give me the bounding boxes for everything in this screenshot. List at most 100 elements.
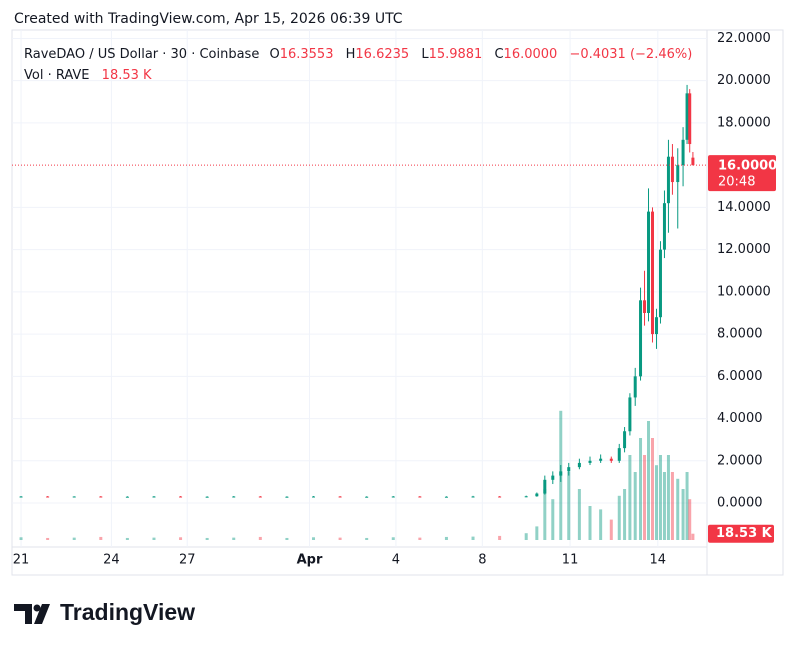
volume-bar	[19, 537, 23, 540]
y-tick-label: 12.0000	[717, 242, 771, 257]
volume-bar	[628, 455, 632, 540]
y-tick-label: 4.0000	[717, 411, 763, 426]
candle-body	[232, 496, 236, 498]
volume-value: 18.53 K	[102, 68, 152, 83]
x-tick-label: 8	[478, 553, 486, 568]
candle-body	[670, 156, 674, 183]
candle-body	[559, 471, 563, 476]
logo-icon	[14, 604, 50, 624]
volume-bar	[543, 489, 547, 540]
volume-bar	[179, 537, 183, 540]
y-tick-label: 8.0000	[717, 327, 763, 342]
candle-body	[639, 300, 643, 377]
candle-body	[285, 496, 289, 498]
volume-bar	[633, 472, 637, 540]
candle-body	[609, 458, 613, 461]
price-badge	[708, 155, 776, 192]
volume-bar	[650, 438, 654, 540]
candle-body	[650, 211, 654, 335]
candle-body	[588, 460, 592, 463]
volume-bar	[676, 478, 680, 540]
candle-body	[685, 93, 689, 140]
y-tick-label: 6.0000	[717, 369, 763, 384]
price-badge-label: 16.0000	[718, 159, 777, 174]
volume-bar	[498, 535, 502, 540]
candle-body	[577, 462, 581, 468]
candle-body	[205, 496, 209, 498]
candle-layer	[19, 84, 695, 498]
candle-body	[628, 397, 632, 432]
volume-bar	[152, 537, 156, 540]
volume-bar	[205, 537, 209, 540]
volume-bar	[654, 465, 658, 540]
candle-body	[662, 203, 666, 250]
logo-dot	[33, 604, 41, 612]
x-tick-label: 27	[179, 553, 196, 568]
legend-row: RaveDAO / US Dollar · 30 · Coinbase O16.…	[24, 47, 692, 62]
x-tick-label: 11	[562, 553, 579, 568]
volume-bar	[391, 537, 395, 540]
volume-bar	[639, 438, 643, 540]
candle-body	[46, 496, 50, 498]
volume-bar	[685, 472, 689, 540]
candle-body	[643, 300, 647, 313]
volume-badge	[708, 524, 774, 543]
volume-layer	[19, 410, 695, 540]
x-tick-label: 14	[650, 553, 667, 568]
volume-bar	[691, 533, 695, 540]
volume-bar	[99, 536, 103, 540]
x-tick-label: 4	[392, 553, 400, 568]
legend-key: C	[494, 47, 503, 62]
candle-body	[676, 165, 680, 183]
volume-bar	[444, 536, 448, 540]
volume-bar	[338, 537, 342, 540]
y-tick-label: 0.0000	[717, 496, 763, 511]
y-tick-label: 2.0000	[717, 453, 763, 468]
candle-body	[312, 496, 316, 498]
volume-bar	[232, 537, 236, 540]
candle-body	[688, 93, 692, 145]
y-tick-label: 14.0000	[717, 200, 771, 215]
candle-body	[152, 496, 156, 498]
legend-key: O	[269, 47, 279, 62]
y-tick-label: 10.0000	[717, 284, 771, 299]
volume-bar	[551, 499, 555, 540]
candle-body	[633, 376, 637, 398]
y-tick-label: 18.0000	[717, 115, 771, 130]
volume-bar	[599, 509, 603, 540]
candle-body	[498, 496, 502, 498]
logo: TradingView	[14, 599, 195, 625]
logo-text: TradingView	[60, 599, 195, 625]
volume-badge-label: 18.53 K	[716, 526, 773, 541]
legend-change: −0.4031 (−2.46%)	[569, 47, 692, 62]
volume-bar	[647, 421, 651, 540]
candle-body	[99, 496, 103, 498]
candle-body	[258, 496, 262, 498]
legend: RaveDAO / US Dollar · 30 · Coinbase O16.…	[24, 47, 692, 83]
volume-bar	[643, 455, 647, 540]
candle-body	[19, 496, 23, 498]
candle-body	[338, 496, 342, 498]
volume-bar	[524, 533, 528, 540]
volume-bar	[681, 489, 685, 540]
candle-body	[567, 467, 571, 472]
volume-bar	[312, 537, 316, 540]
candle-body	[681, 139, 685, 166]
volume-bar	[588, 506, 592, 540]
legend-key: L	[421, 47, 429, 62]
candle-body	[444, 496, 448, 498]
volume-bar	[609, 519, 613, 540]
candle-body	[599, 458, 603, 461]
volume-title: Vol · RAVE	[24, 68, 90, 83]
volume-bar	[418, 537, 422, 540]
countdown: 20:48	[718, 175, 755, 190]
y-tick-label: 20.0000	[717, 73, 771, 88]
volume-bar	[662, 472, 666, 540]
volume-bar	[567, 472, 571, 540]
volume-bar	[670, 472, 674, 540]
volume-bar	[688, 499, 692, 540]
candle-body	[365, 496, 369, 498]
candle-body	[72, 496, 76, 498]
